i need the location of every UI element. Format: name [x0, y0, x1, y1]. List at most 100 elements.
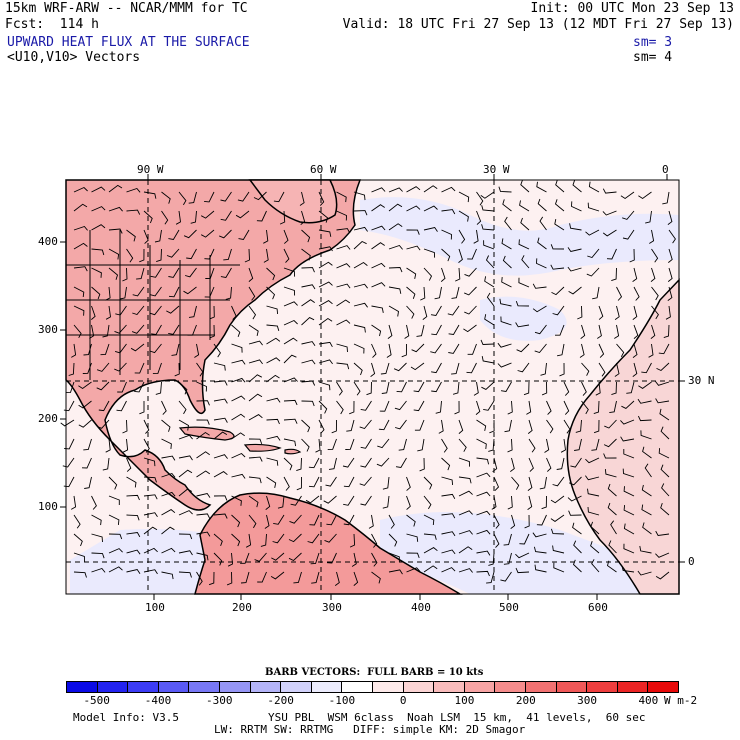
- wind-barb: [660, 502, 670, 516]
- wind-barb: [336, 381, 343, 396]
- wind-barb: [371, 187, 386, 193]
- wind-barb: [188, 191, 197, 204]
- wind-barb: [283, 337, 298, 345]
- colorbar-swatch: [524, 682, 556, 692]
- wind-barb: [591, 559, 600, 573]
- wind-barb: [208, 571, 215, 586]
- wind-barb: [518, 239, 530, 250]
- colorbar-swatch: [67, 682, 97, 692]
- wind-barb: [602, 188, 617, 194]
- wind-barb: [616, 286, 623, 301]
- wind-barb: [515, 300, 530, 307]
- wind-barb: [532, 305, 547, 313]
- wind-barb: [143, 547, 158, 554]
- lat-label-0: 0: [688, 555, 695, 568]
- wind-barb: [73, 514, 81, 529]
- wind-barb: [231, 324, 241, 338]
- wind-barb: [277, 495, 285, 509]
- wind-barb: [608, 540, 617, 554]
- lon-label-30w: 30 W: [483, 163, 510, 176]
- wind-barb: [458, 191, 470, 203]
- wind-barb: [62, 457, 75, 468]
- wind-barb: [606, 248, 617, 260]
- wind-barb: [521, 255, 530, 269]
- wind-barb: [73, 552, 86, 562]
- wind-barb: [476, 457, 490, 465]
- wind-barb: [518, 277, 530, 288]
- wind-barb: [423, 547, 438, 554]
- wind-barb: [406, 567, 421, 573]
- wind-barb: [423, 185, 438, 193]
- wind-barb: [296, 457, 302, 472]
- wind-barb: [388, 533, 398, 547]
- wind-barb: [398, 438, 407, 451]
- wind-barb: [343, 514, 355, 526]
- wind-barb: [555, 324, 565, 336]
- wind-barb: [96, 419, 110, 429]
- wind-barb: [65, 381, 75, 394]
- wind-barb: [263, 248, 269, 263]
- wind-barb: [108, 566, 123, 573]
- wind-barb: [204, 248, 215, 260]
- wind-barb: [458, 530, 473, 535]
- wind-barb: [131, 324, 145, 334]
- wind-barb: [633, 286, 640, 301]
- wind-barb: [231, 305, 237, 320]
- wind-barb: [108, 548, 123, 554]
- wind-barb: [134, 362, 145, 374]
- wind-barb: [638, 191, 652, 200]
- header-model: 15km WRF-ARW -- NCAR/MMM for TC: [5, 1, 248, 16]
- wind-barb: [568, 286, 582, 295]
- wind-barb: [572, 180, 582, 193]
- wind-barb: [368, 514, 374, 529]
- wind-barb: [632, 362, 638, 377]
- wind-barb: [458, 210, 469, 222]
- wind-barb: [441, 457, 451, 471]
- wind-barb: [503, 533, 512, 546]
- wind-barb: [434, 286, 442, 300]
- wind-barb: [524, 514, 530, 529]
- colorbar-swatch: [310, 682, 342, 692]
- wind-barb: [458, 568, 473, 573]
- wind-barb: [116, 400, 127, 412]
- wind-barb: [200, 229, 215, 238]
- wind-barb: [590, 541, 600, 554]
- wind-barb: [309, 514, 320, 526]
- wind-barb: [231, 395, 246, 402]
- wind-barb: [213, 552, 223, 566]
- wind-barb: [580, 324, 586, 339]
- wind-barb: [161, 571, 174, 580]
- wind-barb: [143, 191, 157, 199]
- y-tick-100: 100: [38, 500, 58, 513]
- wind-barb: [567, 266, 582, 272]
- wind-barb: [119, 286, 127, 300]
- wind-barb: [480, 339, 495, 345]
- wind-barb: [641, 362, 652, 374]
- wind-barb: [213, 380, 228, 386]
- wind-barb: [336, 283, 351, 289]
- wind-barb: [225, 286, 232, 300]
- wind-barb: [473, 381, 479, 396]
- wind-barb: [360, 495, 372, 506]
- wind-barb: [423, 226, 438, 232]
- wind-barb: [587, 506, 600, 516]
- wind-barb: [393, 362, 407, 372]
- wind-barb: [668, 229, 676, 244]
- wind-barb: [78, 400, 92, 409]
- wind-barb: [423, 248, 436, 258]
- wind-barb: [126, 187, 141, 193]
- wind-barb: [515, 322, 530, 328]
- wind-barb: [91, 267, 102, 278]
- wind-barb: [544, 438, 550, 453]
- wind-barb: [318, 246, 333, 252]
- colorbar-swatch: [188, 682, 219, 692]
- wind-barb: [554, 219, 565, 231]
- colorbar-swatch: [463, 682, 495, 692]
- wind-barb: [395, 457, 407, 468]
- wind-barb: [334, 571, 340, 586]
- wind-barb: [489, 419, 495, 434]
- wind-barb: [310, 552, 320, 565]
- wind-barb: [248, 393, 263, 402]
- wind-barb: [497, 362, 512, 368]
- wind-barb: [196, 531, 211, 537]
